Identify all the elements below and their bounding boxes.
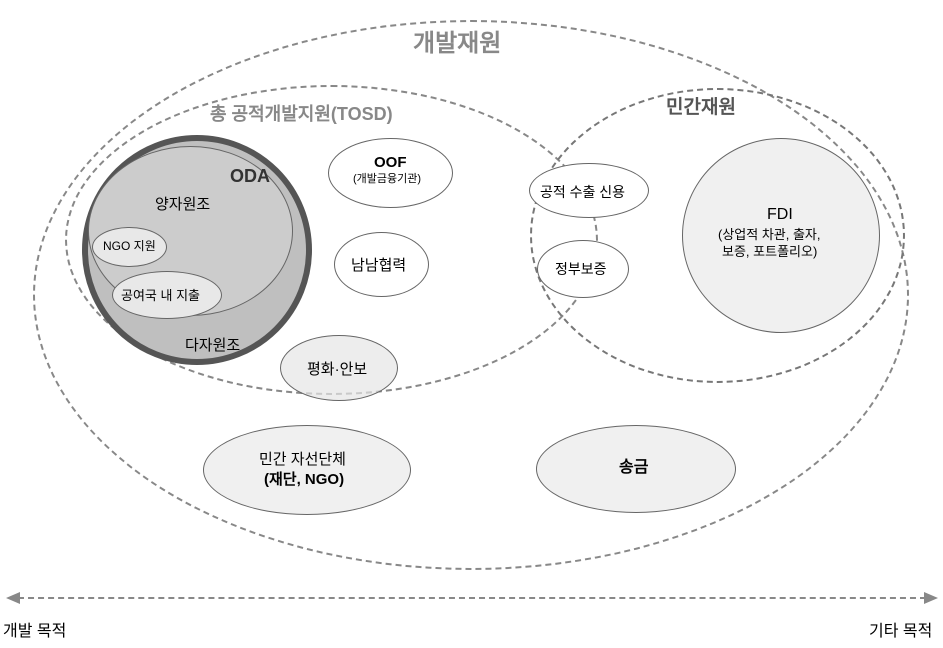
axis-arrow-right <box>924 592 938 604</box>
label-peace: 평화·안보 <box>307 360 367 380</box>
label-tosd_title: 총 공적개발지원(TOSD) <box>210 103 393 126</box>
label-oof: OOF <box>374 153 407 173</box>
label-fdi_sub2: 보증, 포트폴리오) <box>722 244 817 261</box>
axis-label-left: 개발 목적 <box>3 617 66 641</box>
label-ngo: NGO 지원 <box>103 239 156 255</box>
axis-arrow-left <box>6 592 20 604</box>
label-charity_sub: (재단, NGO) <box>264 470 344 490</box>
label-private_title: 민간재원 <box>666 96 736 121</box>
axis-line <box>18 597 926 599</box>
label-guarantee: 정부보증 <box>555 260 607 278</box>
label-oof_sub: (개발금융기관) <box>353 172 421 186</box>
label-fdi: FDI <box>767 205 793 226</box>
label-bilateral: 양자원조 <box>155 195 210 215</box>
label-multilateral: 다자원조 <box>185 336 240 356</box>
label-fdi_sub1: (상업적 차관, 출자, <box>718 227 821 244</box>
label-ssc: 남남협력 <box>351 256 406 276</box>
label-charity: 민간 자선단체 <box>259 450 346 470</box>
label-donor: 공여국 내 지출 <box>121 288 200 305</box>
axis-label-right: 기타 목적 <box>869 617 932 641</box>
label-main_title: 개발재원 <box>413 28 501 59</box>
label-remit: 송금 <box>619 458 648 479</box>
label-oda_label: ODA <box>230 165 270 188</box>
label-export: 공적 수출 신용 <box>540 183 625 201</box>
